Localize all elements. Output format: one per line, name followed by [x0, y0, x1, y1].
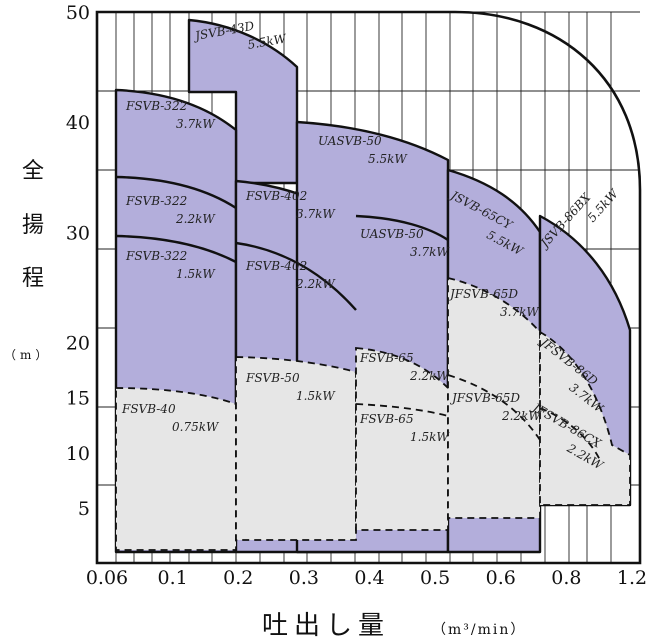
x-tick-label: 1.2	[617, 567, 646, 589]
lower-regions	[115, 276, 631, 551]
region-model-label: FSVB-402	[245, 189, 307, 203]
region-label: JFSVB-65D 3.7kW	[447, 287, 540, 319]
x-tick-label: 0.8	[551, 567, 581, 589]
x-tick-label: 0.6	[486, 567, 516, 589]
region-label: FSVB-402 2.2kW	[245, 259, 336, 291]
region-jfsvb-86d	[539, 330, 631, 506]
region-power-label: 1.5kW	[296, 389, 336, 403]
y-axis-label-char-1: 全	[22, 159, 44, 184]
x-tick-label: 0.3	[289, 567, 319, 589]
region-model-label: UASVB-50	[360, 227, 424, 241]
region-power-label: 3.7kW	[500, 305, 540, 319]
region-power-label: 5.5kW	[585, 186, 622, 225]
region-label: JFSVB-65D 2.2kW	[449, 391, 542, 423]
region-power-label: 2.2kW	[501, 409, 542, 423]
region-power-label: 3.7kW	[296, 207, 336, 221]
region-model-label: FSVB-50	[245, 371, 300, 385]
region-label: FSVB-65 2.2kW	[359, 351, 450, 383]
region-model-label: FSVB-402	[245, 259, 307, 273]
region-model-label: UASVB-50	[318, 134, 382, 148]
y-tick-label: 10	[66, 443, 90, 465]
x-axis-title: 吐出し量	[262, 611, 390, 641]
dashed-curves	[355, 374, 601, 461]
y-tick-label: 30	[66, 222, 90, 244]
region-model-label: FSVB-322	[125, 194, 187, 208]
y-tick-label: 15	[66, 388, 90, 410]
region-model-label: JFSVB-65D	[447, 287, 518, 301]
region-model-label: FSVB-40	[121, 402, 176, 416]
region-label: FSVB-40 0.75kW	[121, 402, 220, 434]
x-axis-unit: （m³/min）	[432, 622, 526, 638]
x-axis-ticks: 0.06 0.1 0.2 0.3 0.4 0.5 0.6 0.8 1.2	[86, 567, 646, 589]
y-tick-label: 50	[66, 2, 90, 24]
region-model-label: FSVB-322	[125, 99, 187, 113]
region-power-label: 2.2kW	[175, 212, 216, 226]
y-axis-label: 全 揚 程 （m）	[4, 159, 51, 362]
region-power-label: 5.5kW	[368, 152, 408, 166]
region-label: UASVB-50 5.5kW	[318, 134, 408, 166]
x-tick-label: 0.1	[158, 567, 188, 589]
region-power-label: 2.2kW	[409, 369, 450, 383]
x-tick-label: 0.5	[420, 567, 450, 589]
region-model-label: FSVB-322	[125, 249, 187, 263]
region-model-label: FSVB-65	[359, 412, 414, 426]
region-label: FSVB-322 3.7kW	[125, 99, 216, 131]
y-tick-label: 5	[78, 498, 90, 520]
region-label: FSVB-402 3.7kW	[245, 189, 336, 221]
region-label: FSVB-50 1.5kW	[245, 371, 336, 403]
y-axis-ticks: 5 10 15 20 30 40 50	[66, 2, 90, 520]
region-power-label: 1.5kW	[410, 430, 450, 444]
region-label: FSVB-322 1.5kW	[125, 249, 216, 281]
region-power-label: 5.5kW	[246, 31, 288, 52]
region-power-label: 3.7kW	[176, 117, 216, 131]
region-power-label: 1.5kW	[176, 267, 216, 281]
x-tick-label: 0.06	[86, 567, 128, 589]
outer-border	[95, 10, 642, 565]
y-axis-unit: （m）	[4, 348, 51, 362]
y-axis-label-char-3: 程	[22, 266, 44, 291]
y-tick-label: 40	[66, 112, 90, 134]
region-power-label: 2.2kW	[295, 277, 336, 291]
y-axis-label-char-2: 揚	[22, 213, 44, 238]
region-label: UASVB-50 3.7kW	[360, 227, 450, 259]
x-axis-label: 吐出し量 （m³/min）	[262, 611, 526, 641]
region-power-label: 3.7kW	[410, 245, 450, 259]
x-tick-label: 0.4	[354, 567, 384, 589]
y-tick-label: 20	[66, 333, 90, 355]
region-label: FSVB-65 1.5kW	[359, 412, 450, 444]
region-model-label: FSVB-65	[359, 351, 414, 365]
inner-curves	[115, 175, 449, 311]
region-power-label: 0.75kW	[172, 420, 220, 434]
region-label: FSVB-322 2.2kW	[125, 194, 216, 226]
region-model-label: JFSVB-65D	[449, 391, 520, 405]
x-tick-label: 0.2	[223, 567, 253, 589]
